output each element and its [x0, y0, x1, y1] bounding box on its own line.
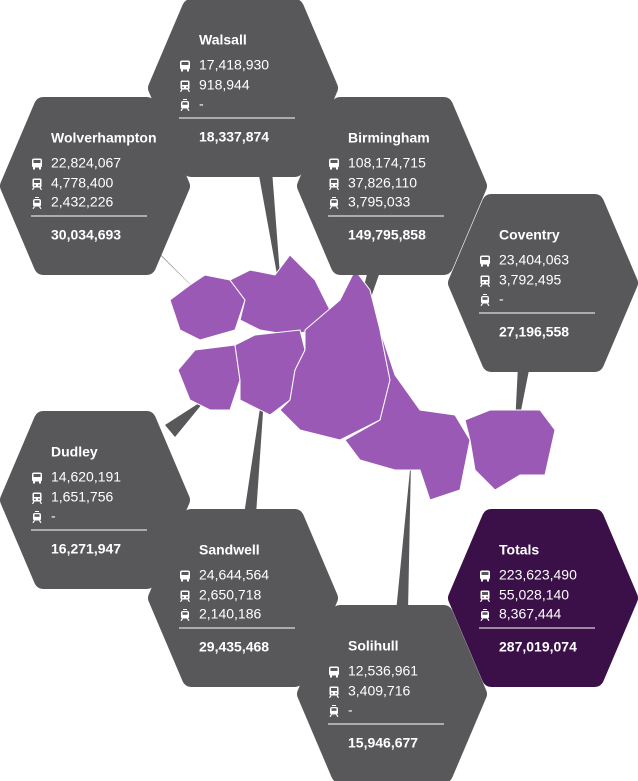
card-total: 18,337,874 [199, 129, 269, 145]
card-total: 27,196,558 [499, 324, 569, 340]
map-solihull [344, 329, 471, 501]
count-bus: 23,404,063 [499, 252, 569, 268]
count-bus: 223,623,490 [499, 567, 577, 583]
card-total: 15,946,677 [348, 735, 418, 751]
card-name: Sandwell [199, 542, 260, 558]
hexagon-card: Walsall 17,418,930 918,944 - 18,337,874 [148, 0, 338, 177]
card-total: 287,019,074 [499, 639, 577, 655]
card-total: 29,435,468 [199, 639, 269, 655]
card-name: Birmingham [348, 130, 430, 146]
hexagon-card: Birmingham 108,174,715 37,826,110 3,795,033… [297, 97, 487, 275]
region-map [169, 254, 556, 501]
hexagon [448, 194, 638, 372]
count-bus: 24,644,564 [199, 567, 269, 583]
count-rail: 55,028,140 [499, 587, 569, 603]
count-rail: 4,778,400 [51, 175, 113, 191]
count-bus: 17,418,930 [199, 57, 269, 73]
hexagon [297, 97, 487, 275]
count-tram: - [51, 508, 56, 524]
pointer [165, 398, 207, 437]
hexagon [148, 509, 338, 687]
hexagon-card: Sandwell 24,644,564 2,650,718 2,140,186 29,4… [148, 509, 338, 687]
hexagon [0, 97, 190, 275]
card-total: 30,034,693 [51, 227, 121, 243]
hexagon [297, 605, 487, 781]
hexagon [148, 0, 338, 177]
map-dudley [177, 344, 241, 411]
hexagon [0, 411, 190, 589]
count-tram: - [499, 291, 504, 307]
count-bus: 108,174,715 [348, 155, 426, 171]
hexagon-card: Dudley 14,620,191 1,651,756 - 16,271,947 [0, 411, 190, 589]
card-name: Solihull [348, 638, 399, 654]
count-rail: 1,651,756 [51, 489, 113, 505]
count-tram: 8,367,444 [499, 606, 561, 622]
count-bus: 22,824,067 [51, 155, 121, 171]
count-tram: 3,795,033 [348, 194, 410, 210]
hexagon-card: Wolverhampton 22,824,067 4,778,400 2,432,22… [0, 97, 190, 275]
hexagon-card: Solihull 12,536,961 3,409,716 - 15,946,677 [297, 605, 487, 781]
count-rail: 3,792,495 [499, 272, 561, 288]
count-bus: 14,620,191 [51, 469, 121, 485]
card-name: Walsall [199, 32, 247, 48]
hexagon-card: Coventry 23,404,063 3,792,495 - 27,196,558 [448, 194, 638, 372]
count-tram: 2,432,226 [51, 194, 113, 210]
count-rail: 37,826,110 [348, 175, 417, 191]
card-name: Wolverhampton [51, 130, 157, 146]
count-tram: 2,140,186 [199, 606, 261, 622]
card-name: Dudley [51, 444, 98, 460]
card-total: 16,271,947 [51, 541, 121, 557]
card-total: 149,795,858 [348, 227, 426, 243]
card-name: Totals [499, 542, 539, 558]
pointer [396, 460, 411, 612]
count-rail: 3,409,716 [348, 683, 410, 699]
count-rail: 2,650,718 [199, 587, 261, 603]
map-coventry [464, 409, 556, 491]
count-rail: 918,944 [199, 77, 250, 93]
pointer [258, 170, 282, 302]
count-tram: - [199, 96, 204, 112]
hexagon [448, 509, 638, 687]
hexagon-card: Totals 223,623,490 55,028,140 8,367,444 287,… [448, 509, 638, 687]
card-name: Coventry [499, 227, 560, 243]
count-bus: 12,536,961 [348, 663, 418, 679]
count-tram: - [348, 702, 353, 718]
